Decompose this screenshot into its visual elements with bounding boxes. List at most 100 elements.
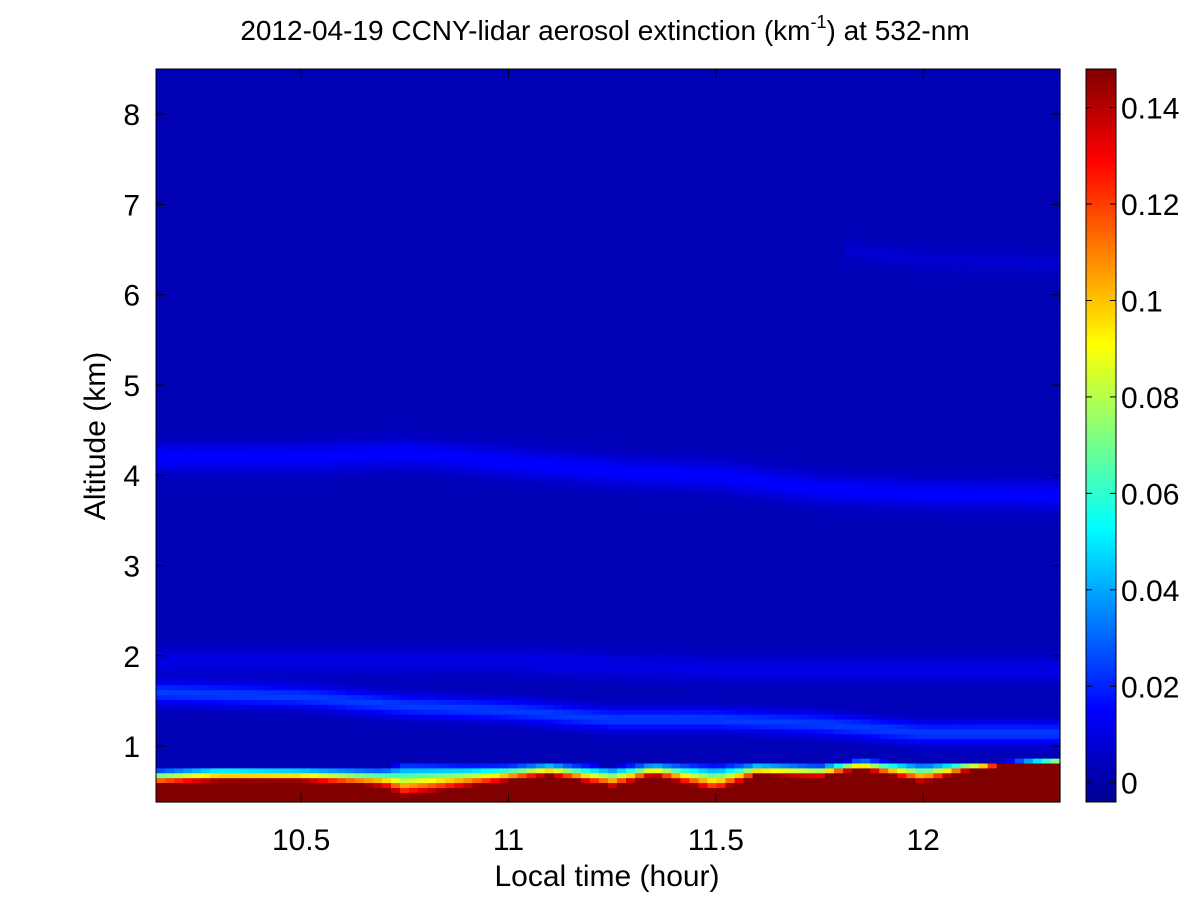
- heatmap-cell: [436, 733, 446, 740]
- heatmap-cell: [201, 210, 211, 217]
- heatmap-cell: [192, 244, 202, 251]
- heatmap-cell: [282, 503, 293, 510]
- heatmap-cell: [273, 450, 284, 456]
- heatmap-cell: [318, 616, 329, 622]
- heatmap-cell: [291, 543, 302, 549]
- heatmap-cell: [336, 406, 347, 412]
- heatmap-cell: [309, 298, 320, 305]
- heatmap-cell: [391, 166, 401, 173]
- heatmap-cell: [363, 567, 374, 573]
- heatmap-cell: [246, 660, 257, 666]
- heatmap-cell: [228, 205, 238, 212]
- heatmap-cell: [391, 132, 401, 139]
- heatmap-cell: [391, 225, 401, 231]
- heatmap-cell: [427, 166, 437, 173]
- heatmap-cell: [255, 479, 266, 485]
- heatmap-cell: [273, 645, 284, 652]
- heatmap-cell: [255, 714, 266, 720]
- heatmap-cell: [427, 762, 437, 769]
- heatmap-cell: [427, 611, 437, 617]
- heatmap-cell: [327, 464, 338, 471]
- heatmap-cell: [382, 479, 392, 485]
- heatmap-cell: [382, 210, 392, 217]
- heatmap-cell: [156, 415, 166, 422]
- heatmap-cell: [246, 728, 257, 735]
- heatmap-cell: [327, 572, 338, 578]
- heatmap-cell: [327, 411, 338, 417]
- heatmap-cell: [246, 684, 257, 691]
- heatmap-cell: [427, 596, 437, 603]
- heatmap-cell: [201, 743, 211, 749]
- heatmap-cell: [192, 357, 202, 363]
- heatmap-cell: [345, 655, 356, 661]
- heatmap-cell: [363, 523, 374, 529]
- heatmap-cell: [300, 93, 311, 99]
- heatmap-cell: [336, 577, 347, 583]
- heatmap-cell: [255, 249, 266, 256]
- heatmap-cell: [273, 626, 284, 632]
- heatmap-cell: [291, 518, 302, 525]
- heatmap-cell: [436, 552, 446, 559]
- heatmap-cell: [282, 459, 293, 466]
- heatmap-cell: [210, 435, 220, 441]
- heatmap-cell: [327, 323, 338, 329]
- heatmap-cell: [255, 225, 266, 231]
- heatmap-cell: [246, 78, 257, 85]
- heatmap-cell: [409, 108, 419, 114]
- heatmap-cell: [246, 240, 257, 246]
- heatmap-cell: [273, 362, 284, 368]
- heatmap-cell: [336, 259, 347, 266]
- heatmap-cell: [201, 679, 211, 686]
- heatmap-cell: [318, 684, 329, 691]
- heatmap-cell: [219, 420, 229, 427]
- heatmap-cell: [409, 244, 419, 251]
- heatmap-cell: [264, 274, 275, 280]
- heatmap-cell: [165, 152, 175, 158]
- heatmap-cell: [291, 152, 302, 158]
- heatmap-cell: [201, 582, 211, 588]
- heatmap-cell: [336, 464, 347, 471]
- heatmap-cell: [318, 69, 329, 75]
- heatmap-cell: [291, 122, 302, 129]
- heatmap-cell: [255, 103, 266, 109]
- heatmap-cell: [309, 362, 320, 368]
- heatmap-cell: [237, 357, 247, 363]
- heatmap-cell: [318, 117, 329, 124]
- heatmap-cell: [246, 665, 257, 671]
- heatmap-cell: [454, 714, 464, 720]
- heatmap-cell: [345, 127, 356, 134]
- heatmap-cell: [382, 196, 392, 202]
- heatmap-cell: [436, 665, 446, 671]
- heatmap-cell: [255, 254, 266, 261]
- heatmap-cell: [382, 674, 392, 681]
- heatmap-cell: [246, 547, 257, 554]
- heatmap-cell: [210, 547, 220, 554]
- heatmap-cell: [454, 674, 464, 681]
- heatmap-cell: [264, 704, 275, 710]
- heatmap-cell: [363, 186, 374, 192]
- heatmap-cell: [409, 528, 419, 534]
- heatmap-cell: [192, 533, 202, 539]
- heatmap-cell: [427, 743, 437, 749]
- heatmap-cell: [409, 318, 419, 324]
- heatmap-cell: [436, 357, 446, 363]
- heatmap-cell: [427, 787, 437, 793]
- heatmap-cell: [418, 323, 428, 329]
- heatmap-cell: [210, 88, 220, 95]
- heatmap-cell: [418, 142, 428, 148]
- heatmap-cell: [382, 728, 392, 735]
- heatmap-cell: [436, 83, 446, 90]
- heatmap-cell: [282, 787, 293, 793]
- heatmap-cell: [219, 758, 229, 764]
- heatmap-cell: [382, 704, 392, 710]
- heatmap-cell: [273, 562, 284, 569]
- heatmap-cell: [400, 455, 410, 461]
- heatmap-cell: [174, 420, 184, 427]
- heatmap-cell: [273, 176, 284, 182]
- heatmap-cell: [183, 670, 193, 676]
- heatmap-cell: [400, 626, 410, 632]
- heatmap-cell: [255, 235, 266, 241]
- heatmap-cell: [201, 362, 211, 368]
- heatmap-cell: [192, 767, 202, 774]
- heatmap-cell: [327, 777, 338, 784]
